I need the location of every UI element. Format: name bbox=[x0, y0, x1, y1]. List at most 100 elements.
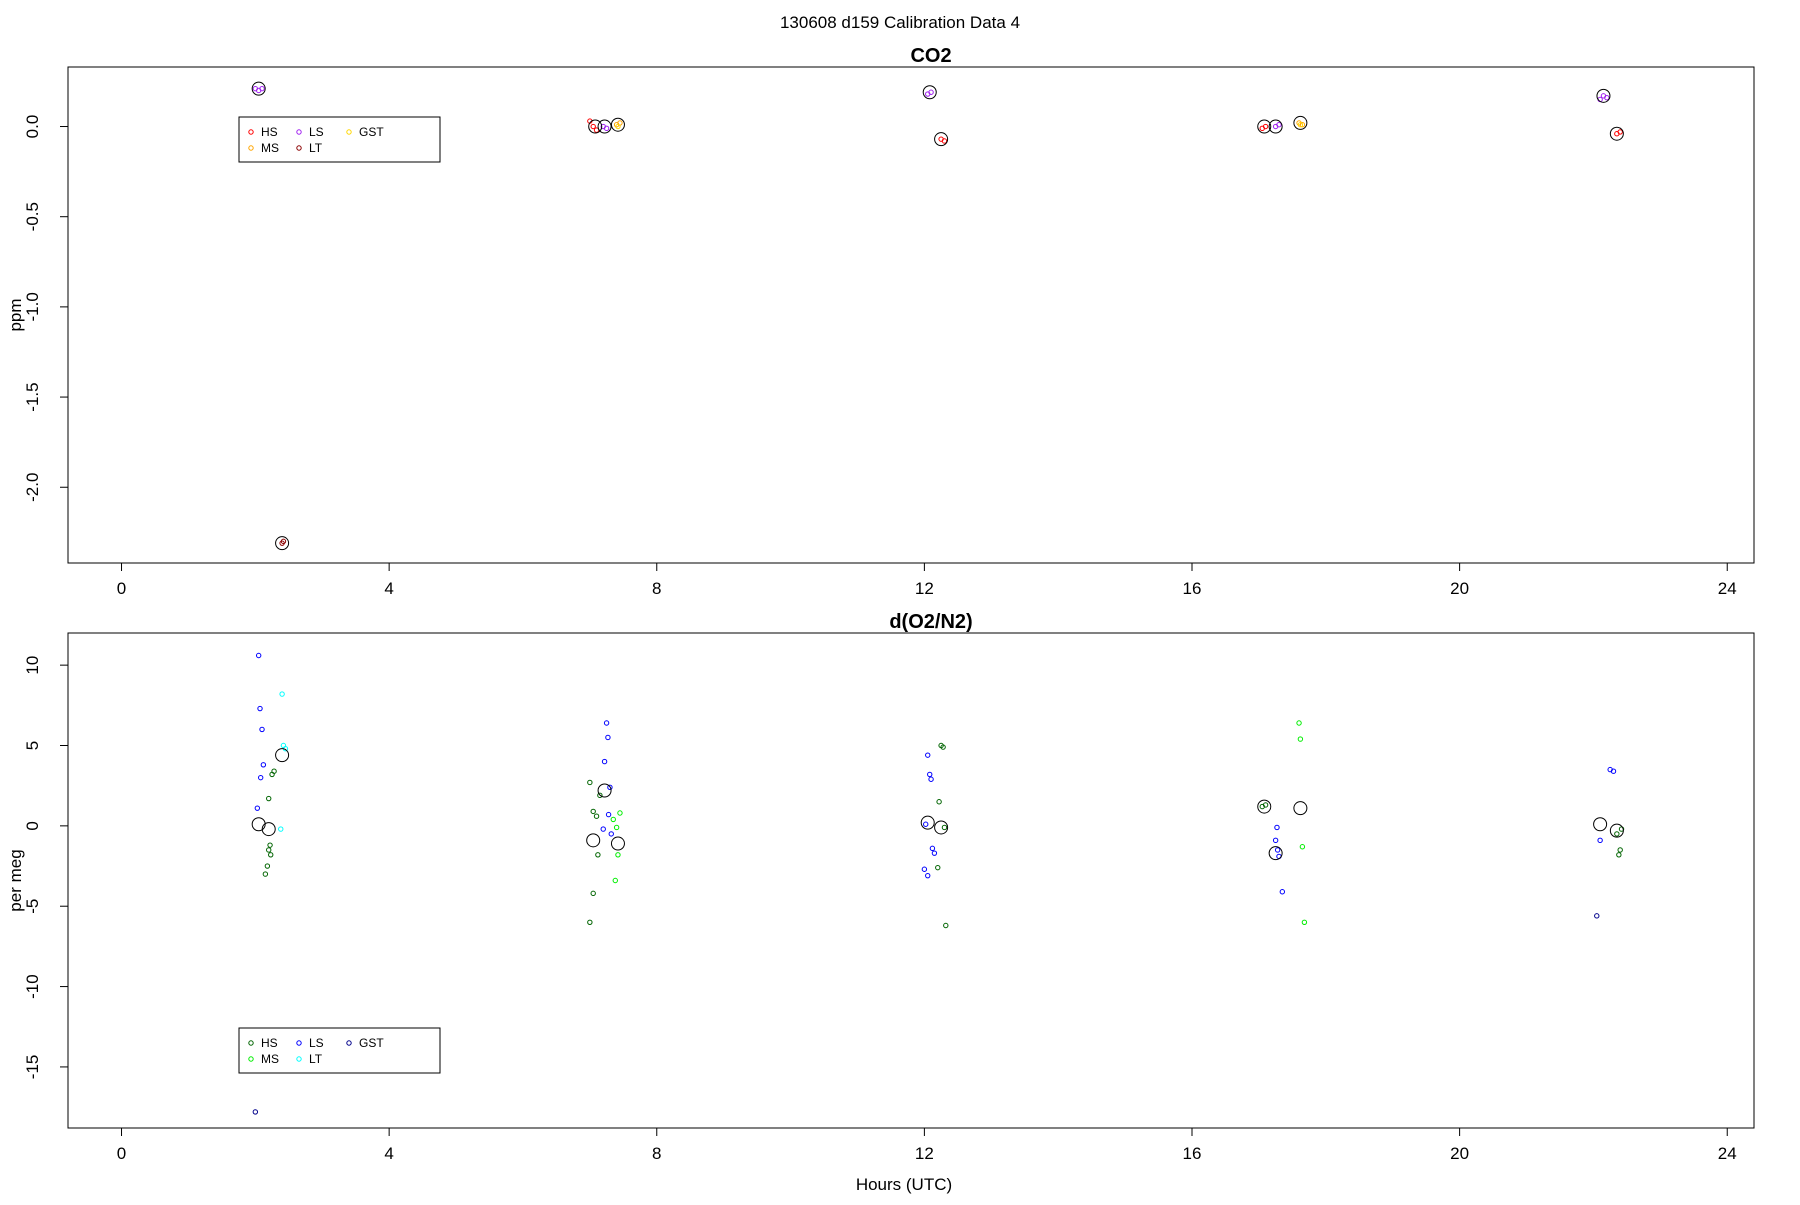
data-point-hs bbox=[1262, 123, 1269, 130]
x-tick-label: 16 bbox=[1183, 579, 1202, 598]
x-tick-label: 0 bbox=[117, 1144, 126, 1163]
data-point-ls bbox=[927, 771, 933, 778]
legend-marker bbox=[248, 129, 254, 135]
data-point-ls bbox=[257, 774, 264, 781]
data-point-hs bbox=[587, 779, 593, 786]
panel-title: CO2 bbox=[910, 45, 951, 67]
figure-title: 130608 d159 Calibration Data 4 bbox=[780, 13, 1020, 32]
data-point-ls bbox=[925, 872, 931, 879]
legend-label: LS bbox=[309, 1036, 324, 1050]
data-point-hs bbox=[266, 795, 272, 802]
mean-marker bbox=[597, 119, 612, 134]
y-tick-label: -15 bbox=[23, 1055, 42, 1080]
data-point-hs bbox=[268, 852, 274, 858]
data-point-ls bbox=[931, 850, 938, 856]
y-axis-label: per meg bbox=[6, 849, 25, 911]
y-tick-label: -0.5 bbox=[23, 202, 42, 231]
y-tick-label: -1.5 bbox=[23, 382, 42, 411]
mean-marker bbox=[934, 820, 949, 835]
mean-marker bbox=[1609, 126, 1624, 141]
data-point-hs bbox=[590, 808, 596, 815]
data-point-ls bbox=[1276, 122, 1282, 128]
legend-marker bbox=[296, 129, 302, 135]
data-point-hs bbox=[935, 864, 941, 871]
x-tick-label: 8 bbox=[652, 1144, 661, 1163]
data-point-ls bbox=[254, 805, 261, 811]
data-point-hs bbox=[943, 922, 949, 929]
legend-box bbox=[238, 1027, 441, 1074]
panel-do2n2: d(O2/N2) 0 4 8 12 16 20 24 10 5 0 -5 -10 -15 per meg HS… bbox=[6, 611, 1755, 1163]
data-point-hs bbox=[1617, 129, 1623, 135]
mean-marker bbox=[1593, 817, 1608, 832]
mean-marker bbox=[1596, 88, 1611, 103]
data-point-hs bbox=[940, 744, 946, 750]
x-tick-label: 12 bbox=[915, 579, 934, 598]
data-point-ls bbox=[929, 845, 936, 852]
mean-marker bbox=[920, 815, 935, 830]
data-point-ms bbox=[1299, 844, 1306, 850]
y-tick-label: 0 bbox=[23, 821, 42, 830]
data-point-ms bbox=[615, 852, 621, 858]
data-point-ms bbox=[1299, 122, 1306, 128]
mean-marker bbox=[597, 783, 612, 798]
data-point-ls bbox=[1274, 824, 1280, 831]
mean-marker bbox=[1268, 846, 1283, 861]
data-point-ls bbox=[257, 705, 263, 712]
data-point-lt bbox=[280, 538, 287, 545]
mean-marker bbox=[610, 117, 625, 132]
data-point-ls bbox=[925, 752, 931, 758]
data-point-ls bbox=[1274, 847, 1281, 853]
legend-label: HS bbox=[261, 125, 278, 139]
data-point-ms bbox=[1296, 720, 1302, 726]
data-point-hs bbox=[593, 813, 600, 819]
data-point-ls bbox=[928, 776, 934, 782]
data-point-ls bbox=[605, 811, 612, 818]
data-point-ls bbox=[259, 85, 265, 92]
data-point-hs bbox=[1617, 847, 1623, 853]
legend-marker bbox=[346, 129, 352, 135]
mean-marker bbox=[922, 85, 937, 100]
data-point-hs bbox=[587, 919, 593, 925]
mean-marker bbox=[1293, 801, 1308, 816]
data-point-hs bbox=[595, 852, 601, 858]
legend-marker bbox=[296, 145, 302, 151]
data-point-ls bbox=[259, 726, 265, 733]
legend-marker bbox=[248, 145, 254, 151]
x-tick-label: 4 bbox=[384, 579, 393, 598]
mean-marker bbox=[1268, 119, 1283, 134]
data-point-ms bbox=[1301, 919, 1308, 925]
legend-marker bbox=[346, 1040, 352, 1046]
data-point-lt bbox=[279, 691, 285, 697]
x-tick-label: 24 bbox=[1718, 579, 1737, 598]
data-point-hs bbox=[590, 890, 596, 897]
data-point-ls bbox=[603, 720, 610, 726]
y-tick-label: 0.0 bbox=[23, 115, 42, 139]
legend: HS MS LS LT GST bbox=[238, 1027, 441, 1074]
data-point-ls bbox=[605, 734, 611, 741]
data-point-gst bbox=[1297, 122, 1304, 128]
legend-label: MS bbox=[261, 141, 279, 155]
data-point-ms bbox=[1297, 736, 1304, 742]
mean-marker bbox=[251, 817, 266, 832]
y-tick-label: -2.0 bbox=[23, 473, 42, 502]
legend-label: LT bbox=[309, 141, 323, 155]
x-tick-label: 20 bbox=[1450, 1144, 1469, 1163]
x-axis-label: Hours (UTC) bbox=[856, 1175, 952, 1194]
mean-marker bbox=[1609, 823, 1624, 838]
data-point-hs bbox=[264, 863, 271, 869]
data-point-lt bbox=[278, 826, 284, 832]
x-tick-label: 12 bbox=[915, 1144, 934, 1163]
data-point-ls bbox=[600, 826, 606, 832]
data-point-ls bbox=[260, 762, 267, 768]
data-point-hs bbox=[590, 123, 596, 130]
data-point-hs bbox=[267, 842, 273, 848]
data-point-hs bbox=[262, 871, 269, 877]
data-point-ms bbox=[617, 810, 623, 816]
data-point-gst bbox=[1594, 913, 1600, 919]
mean-marker bbox=[1257, 119, 1272, 134]
data-point-hs bbox=[941, 138, 948, 144]
data-point-ls bbox=[921, 866, 928, 872]
y-tick-label: 10 bbox=[23, 656, 42, 675]
data-point-ms bbox=[612, 877, 618, 884]
